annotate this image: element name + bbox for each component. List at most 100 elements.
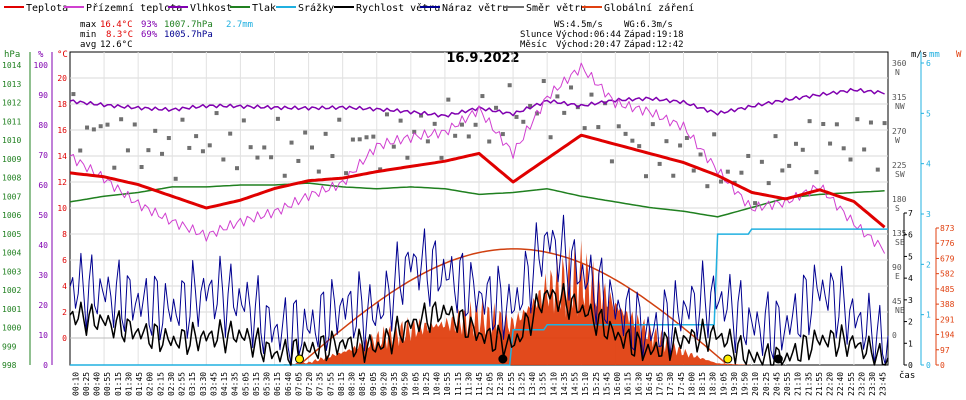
winddir-tick-label: 90 xyxy=(892,263,902,272)
winddir-tick-label: 135 xyxy=(892,229,907,238)
time-tick-label: 07:55 xyxy=(326,372,335,396)
wind-direction-point xyxy=(378,167,383,172)
time-tick-group: 22:40 xyxy=(836,372,845,396)
wind-direction-point xyxy=(309,145,314,150)
time-tick-label: 23:45 xyxy=(879,372,888,396)
time-tick-label: 04:15 xyxy=(220,372,229,396)
info-wg: WG:6.3m/s xyxy=(624,20,673,30)
wind-direction-point xyxy=(848,157,853,162)
winddir-compass-label: S xyxy=(895,204,900,213)
time-tick-group: 19:05 xyxy=(719,372,728,396)
info-moon-set: Západ:12:42 xyxy=(624,40,684,50)
time-tick-label: 05:30 xyxy=(263,372,272,396)
humidity-tick-label: 50 xyxy=(38,211,48,220)
info-moon-label: Měsíc xyxy=(520,40,547,50)
time-tick-label: 22:20 xyxy=(826,372,835,396)
time-tick-group: 10:25 xyxy=(422,372,431,396)
wind-direction-point xyxy=(807,119,812,124)
time-tick-group: 06:15 xyxy=(273,372,282,396)
time-tick-label: 20:55 xyxy=(783,372,792,396)
time-tick-label: 19:50 xyxy=(741,372,750,396)
time-tick-label: 03:30 xyxy=(199,372,208,396)
wind-direction-point xyxy=(834,122,839,127)
wind-direction-point xyxy=(521,119,526,124)
pressure-line xyxy=(69,182,885,218)
time-tick-label: 00:55 xyxy=(103,372,112,396)
time-tick-group: 17:05 xyxy=(656,372,665,396)
legend-label-humidity: Vlhkost xyxy=(190,3,232,14)
time-tick-group: 01:15 xyxy=(114,372,123,396)
unit-w: W xyxy=(956,50,962,60)
time-tick-label: 14:55 xyxy=(571,372,580,396)
pressure-tick-label: 1009 xyxy=(2,155,21,164)
wind-direction-point xyxy=(473,122,478,127)
wind-direction-point xyxy=(139,165,144,170)
radiation-tick-label: 873 xyxy=(940,224,955,233)
moonrise-marker xyxy=(773,354,783,364)
time-tick-group: 13:25 xyxy=(518,372,527,396)
radiation-tick-label: 291 xyxy=(940,315,955,324)
rain-tick-label: 0 xyxy=(926,361,931,370)
winddir-tick-label: 45 xyxy=(892,297,902,306)
time-tick-group: 08:45 xyxy=(358,372,367,396)
winddir-compass-label: E xyxy=(895,272,900,281)
info-sun-label: Slunce xyxy=(520,30,553,40)
rain-tick-label: 1 xyxy=(926,311,931,320)
time-tick-group: 02:55 xyxy=(178,372,187,396)
humidity-tick-label: 80 xyxy=(38,121,48,130)
temperature-tick-label: 4 xyxy=(62,282,67,291)
time-tick-label: 10:55 xyxy=(443,372,452,396)
wind-direction-point xyxy=(862,147,867,152)
wind-direction-point xyxy=(548,135,553,140)
wind-direction-point xyxy=(153,128,158,133)
time-tick-label: 16:30 xyxy=(634,372,643,396)
time-tick-group: 11:15 xyxy=(454,372,463,396)
time-tick-label: 12:05 xyxy=(486,372,495,396)
time-tick-group: 03:15 xyxy=(188,372,197,396)
wind-direction-point xyxy=(235,166,240,171)
winddir-tick-label: 315 xyxy=(892,93,907,102)
wind-direction-point xyxy=(746,153,751,158)
wind-direction-point xyxy=(425,139,430,144)
time-tick-label: 17:05 xyxy=(656,372,665,396)
time-tick-label: 14:10 xyxy=(549,372,558,396)
time-tick-group: 09:20 xyxy=(379,372,388,396)
time-tick-group: 05:05 xyxy=(241,372,250,396)
theoretical-radiation-curve xyxy=(298,248,726,366)
temperature-tick-label: 12 xyxy=(57,178,67,187)
wind-direction-point xyxy=(657,161,662,166)
time-axis: 00:10 00:25 00:40 00:55 01:15 01:30 01:45 02:00… xyxy=(71,372,887,396)
time-tick-label: 05:05 xyxy=(241,372,250,396)
wind-direction-point xyxy=(712,132,717,137)
time-tick-group: 16:15 xyxy=(624,372,633,396)
pressure-tick-label: 1000 xyxy=(2,324,21,333)
wind-gust-line xyxy=(69,214,889,366)
wind-direction-point xyxy=(446,97,451,102)
time-tick-label: 21:35 xyxy=(804,372,813,396)
temperature-tick-label: 16 xyxy=(57,126,67,135)
time-tick-label: 18:30 xyxy=(709,372,718,396)
time-tick-label: 07:05 xyxy=(294,372,303,396)
time-tick-label: 10:25 xyxy=(422,372,431,396)
wind-direction-point xyxy=(637,144,642,149)
wind-direction-point xyxy=(759,159,764,164)
pressure-tick-label: 1002 xyxy=(2,286,21,295)
time-tick-group: 16:00 xyxy=(613,372,622,396)
time-tick-group: 03:30 xyxy=(199,372,208,396)
rain-tick-label: 5 xyxy=(926,109,931,118)
sunset-marker xyxy=(723,354,733,364)
time-tick-group: 20:25 xyxy=(762,372,771,396)
stats-rain-total: 2.7mm xyxy=(226,20,253,30)
axes: 1014101310121011101010091008100710061005… xyxy=(2,52,955,370)
time-tick-label: 15:25 xyxy=(592,372,601,396)
time-tick-label: 21:55 xyxy=(815,372,824,396)
radiation-tick-label: 679 xyxy=(940,254,955,263)
time-tick-group: 07:05 xyxy=(294,372,303,396)
temperature-tick-label: 18 xyxy=(57,100,67,109)
wind-direction-point xyxy=(664,139,669,144)
humidity-tick-label: 20 xyxy=(38,301,48,310)
time-tick-group: 13:40 xyxy=(528,372,537,396)
wind-direction-point xyxy=(569,85,574,90)
time-tick-group: 15:25 xyxy=(592,372,601,396)
